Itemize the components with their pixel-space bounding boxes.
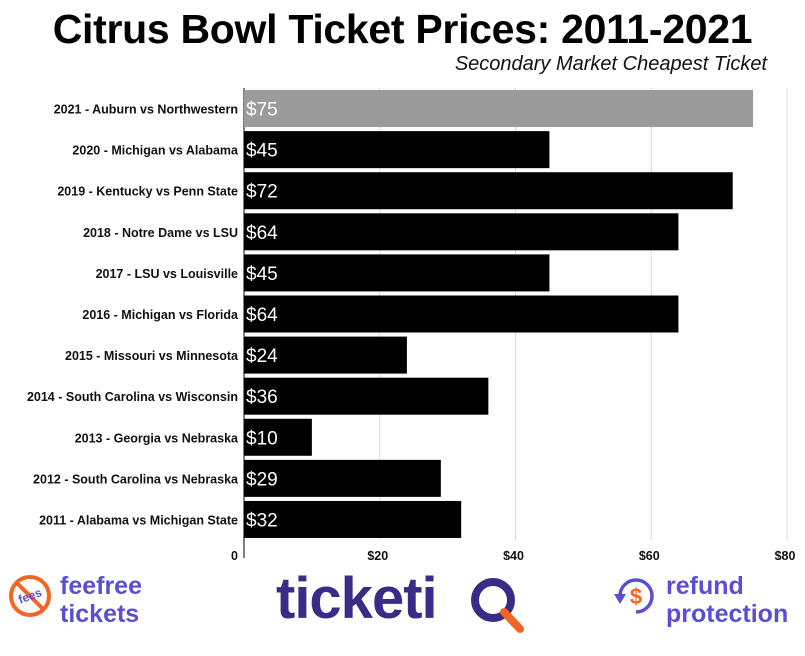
magnifier-icon — [471, 578, 515, 622]
bar — [244, 254, 550, 292]
bar — [244, 213, 679, 251]
bar — [244, 90, 754, 128]
data-label: $32 — [246, 510, 278, 531]
svg-text:$: $ — [630, 584, 642, 609]
data-label: $29 — [246, 469, 278, 490]
bar — [244, 500, 462, 538]
category-label: 2014 - South Carolina vs Wisconsin — [27, 390, 238, 404]
x-tick-label: $80 — [775, 549, 796, 560]
data-label: $10 — [246, 428, 278, 449]
x-tick-label: 0 — [231, 549, 238, 560]
bar — [244, 172, 733, 210]
bar — [244, 418, 312, 456]
refund-protection-icon: $ — [614, 578, 654, 614]
data-label: $72 — [246, 182, 278, 203]
x-tick-label: $20 — [367, 549, 388, 560]
no-fees-icon: fees — [9, 575, 51, 617]
category-label: 2017 - LSU vs Louisville — [96, 267, 238, 281]
x-tick-label: $60 — [639, 549, 660, 560]
x-tick-label: $40 — [503, 549, 524, 560]
category-label: 2015 - Missouri vs Minnesota — [65, 349, 239, 363]
category-label: 2012 - South Carolina vs Nebraska — [33, 472, 239, 486]
refund-logo-line-1: refund — [666, 572, 744, 600]
bar — [244, 377, 489, 415]
refund-protection-logo: refund protection — [666, 572, 804, 635]
category-label: 2011 - Alabama vs Michigan State — [39, 513, 238, 527]
ticketiq-logo-text: ticketi — [276, 566, 437, 631]
category-label: 2016 - Michigan vs Florida — [82, 308, 239, 322]
data-label: $75 — [246, 100, 278, 121]
category-label: 2020 - Michigan vs Alabama — [72, 144, 239, 158]
feefree-logo-line-2: tickets — [60, 600, 139, 628]
data-label: $45 — [246, 264, 278, 285]
feefree-logo-line-1: feefree — [60, 572, 142, 600]
category-label: 2019 - Kentucky vs Penn State — [57, 185, 238, 199]
category-label: 2018 - Notre Dame vs LSU — [83, 226, 238, 240]
footer-logos: fees feefree tickets ticketi $ refund pr… — [0, 560, 805, 653]
data-label: $24 — [246, 346, 278, 367]
category-label: 2013 - Georgia vs Nebraska — [75, 431, 239, 445]
data-label: $36 — [246, 387, 278, 408]
refund-logo-line-2: protection — [666, 600, 788, 628]
category-label: 2021 - Auburn vs Northwestern — [54, 103, 238, 117]
bar — [244, 295, 679, 333]
data-label: $45 — [246, 141, 278, 162]
bar-chart: $75 2021 - Auburn vs Northwestern $45 2020 … — [27, 88, 796, 560]
ticketiq-logo: ticketi — [276, 566, 546, 656]
data-label: $64 — [246, 305, 278, 326]
feefree-tickets-logo: feefree tickets — [60, 572, 200, 635]
chart-subtitle: Secondary Market Cheapest Ticket — [454, 53, 767, 75]
data-label: $64 — [246, 223, 278, 244]
chart-title: Citrus Bowl Ticket Prices: 2011-2021 — [52, 6, 753, 52]
bar — [244, 336, 407, 374]
bar — [244, 131, 550, 169]
bar — [244, 459, 441, 497]
